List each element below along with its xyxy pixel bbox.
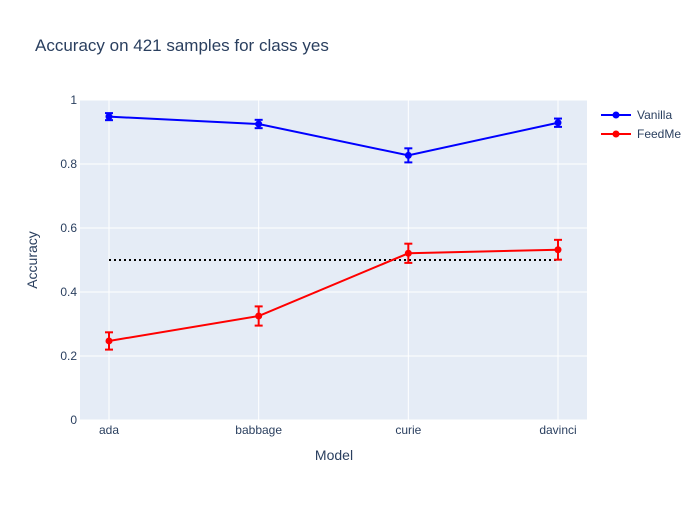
y-axis-title: Accuracy: [24, 231, 40, 289]
x-tick-label: davinci: [539, 423, 576, 437]
y-tick-label: 0.4: [60, 285, 77, 299]
data-point[interactable]: [255, 120, 263, 128]
data-point[interactable]: [105, 113, 113, 121]
x-tick-label: curie: [395, 423, 421, 437]
y-tick-label: 0.8: [60, 157, 77, 171]
x-axis-title: Model: [315, 447, 353, 463]
y-tick-label: 1: [70, 93, 77, 107]
axis-layer: 0 0.2 0.4 0.6 0.8 1 ada babbage curie davinci: [60, 93, 576, 437]
y-tick-label: 0: [70, 413, 77, 427]
data-point[interactable]: [554, 119, 562, 127]
series-line: [108, 115, 559, 157]
data-point[interactable]: [105, 337, 113, 345]
data-point[interactable]: [255, 312, 263, 320]
y-tick-label: 0.2: [60, 349, 77, 363]
y-tick-label: 0.6: [60, 221, 77, 235]
data-point[interactable]: [404, 151, 412, 159]
legend-item-feedme[interactable]: FeedMe: [601, 127, 681, 141]
legend[interactable]: Vanilla FeedMe: [601, 108, 681, 141]
legend-item-vanilla[interactable]: Vanilla: [601, 108, 672, 122]
series-line: [108, 248, 559, 342]
series-vanilla: [105, 112, 562, 164]
series-feedme: [105, 238, 562, 351]
data-point[interactable]: [404, 249, 412, 257]
data-point[interactable]: [554, 246, 562, 254]
legend-swatch-marker: [612, 130, 620, 138]
x-tick-label: ada: [99, 423, 119, 437]
legend-swatch-marker: [612, 111, 620, 119]
legend-label: FeedMe: [637, 127, 681, 141]
x-tick-label: babbage: [235, 423, 282, 437]
series-layer: [105, 112, 562, 351]
chart-title: Accuracy on 421 samples for class yes: [35, 36, 329, 55]
legend-label: Vanilla: [637, 108, 672, 122]
